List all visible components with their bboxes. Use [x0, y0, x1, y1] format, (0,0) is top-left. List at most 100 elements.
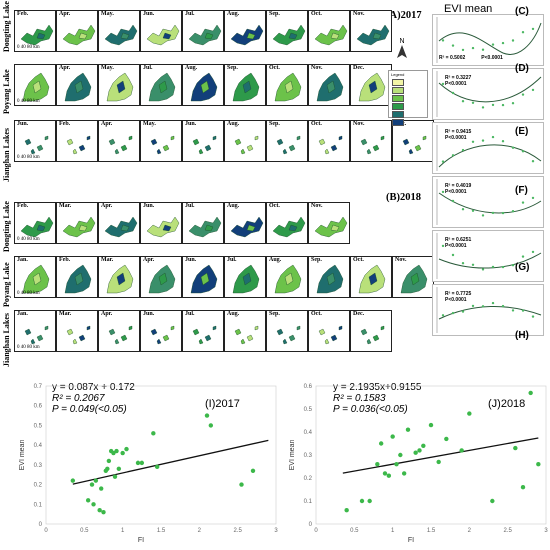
map-month-label: Apr. [59, 65, 71, 71]
lake-map [146, 216, 180, 238]
map-cell: May. [98, 64, 140, 106]
lake-region-shape [162, 32, 172, 40]
evi-panel-r2: R² = 0.4019 [445, 183, 472, 189]
lake-region-shape [414, 144, 422, 152]
lake-map [20, 24, 54, 46]
evi-data-point [521, 309, 525, 312]
scatter-point [428, 422, 434, 428]
evi-data-point [501, 103, 505, 107]
lake-map [316, 72, 344, 102]
lake-map [20, 216, 54, 238]
lake-region-shape [104, 216, 138, 238]
map-cell: Oct. [266, 64, 308, 106]
map-cell: Mar. [98, 256, 140, 298]
map-cell: Nov. [308, 202, 350, 244]
evi-trend-panel: R² = 0.5002 P<0.0001 [432, 14, 544, 66]
map-cell: Jul. [182, 10, 224, 52]
lake-region-shape [116, 80, 126, 94]
lake-region-shape [156, 148, 162, 155]
lake-map [318, 325, 343, 345]
map-month-label: Feb. [59, 257, 71, 263]
evi-data-point [511, 102, 515, 105]
x-tick-label: 2 [468, 528, 472, 534]
lake-map [358, 72, 386, 102]
lake-map [22, 264, 50, 294]
legend-swatch [392, 119, 404, 126]
evi-data-point [471, 304, 475, 308]
map-cell: Nov. [350, 120, 392, 162]
lake-map [22, 72, 50, 102]
map-cell: May. [98, 10, 140, 52]
lake-region-shape [272, 216, 306, 238]
scatter-point [490, 498, 495, 504]
evi-trend-panel: R² = 0.4019 P<0.0001 [432, 176, 544, 228]
y-tick-label: 0.2 [34, 483, 43, 489]
evi-panel-label: (E) [515, 126, 529, 137]
evi-data-point [511, 39, 515, 42]
lake-map [230, 216, 264, 238]
evi-panel-label: (F) [515, 185, 528, 196]
lake-region-shape [230, 24, 264, 46]
y-tick-label: 0.6 [34, 404, 43, 410]
x-axis-title: FI [138, 537, 144, 544]
lake-region-shape [204, 334, 212, 342]
scatter-point [204, 413, 210, 418]
evi-trend-plot [436, 179, 542, 225]
lake-region-shape [318, 328, 326, 336]
map-cell: Nov. [308, 64, 350, 106]
lake-label-jianghan-2017: Jianghan Lakes [2, 127, 11, 182]
evi-panel-p: P<0.0001 [445, 243, 467, 249]
scatter-i-equation: y = 0.087x + 0.172 [52, 382, 135, 393]
map-cell: Aug. [224, 310, 266, 352]
lake-region-shape [30, 338, 36, 345]
lake-map [276, 135, 301, 155]
evi-data-point [521, 93, 525, 96]
scatter-point [116, 466, 122, 471]
lake-region-shape [20, 216, 54, 238]
lake-region-shape [146, 216, 180, 238]
map-month-label: Jul. [185, 203, 195, 209]
lake-map [402, 135, 427, 155]
lake-map [318, 135, 343, 155]
map-month-label: Apr. [101, 121, 113, 127]
scatter-point [250, 468, 256, 473]
map-month-label: Jul. [227, 257, 237, 263]
legend-swatch [392, 103, 404, 110]
lake-region-shape [66, 138, 74, 146]
lake-region-shape [36, 32, 46, 40]
lake-region-shape [66, 328, 74, 336]
map-month-label: Sep. [227, 65, 238, 71]
evi-trend-plot [436, 71, 542, 117]
map-cell: May. [140, 120, 182, 162]
lake-region-shape [246, 334, 254, 342]
scatter-point [97, 508, 102, 513]
map-cell: Mar. [56, 310, 98, 352]
x-tick-label: 1 [391, 528, 395, 534]
map-month-label: Jun. [143, 203, 155, 209]
lake-map [314, 24, 348, 46]
scatter-point [421, 443, 426, 448]
trend-line [72, 439, 269, 485]
map-cell: Mar. [56, 202, 98, 244]
legend-swatches [389, 79, 427, 126]
evi-data-point [531, 250, 535, 254]
x-tick-label: 0 [44, 528, 48, 534]
lake-region-shape [240, 148, 246, 155]
map-month-label: Apr. [101, 203, 113, 209]
evi-trend-plot [436, 233, 542, 279]
map-month-label: Aug. [185, 65, 198, 71]
evi-data-point [461, 262, 465, 265]
map-month-label: Nov. [395, 257, 407, 263]
lake-region-shape [234, 328, 242, 336]
evi-panel-p: P<0.0001 [445, 81, 467, 87]
lake-region-shape [242, 272, 252, 286]
lake-map [24, 135, 49, 155]
evi-data-point [521, 255, 525, 258]
evi-data-point [491, 301, 495, 305]
legend-swatch [392, 87, 404, 94]
evi-panel-stats: R² = 0.9415 P<0.0001 [445, 129, 471, 141]
scatter-point [124, 446, 129, 452]
lake-region-shape [170, 135, 175, 141]
y-axis-title: EVI mean [289, 440, 296, 471]
lake-region-shape [200, 80, 210, 94]
